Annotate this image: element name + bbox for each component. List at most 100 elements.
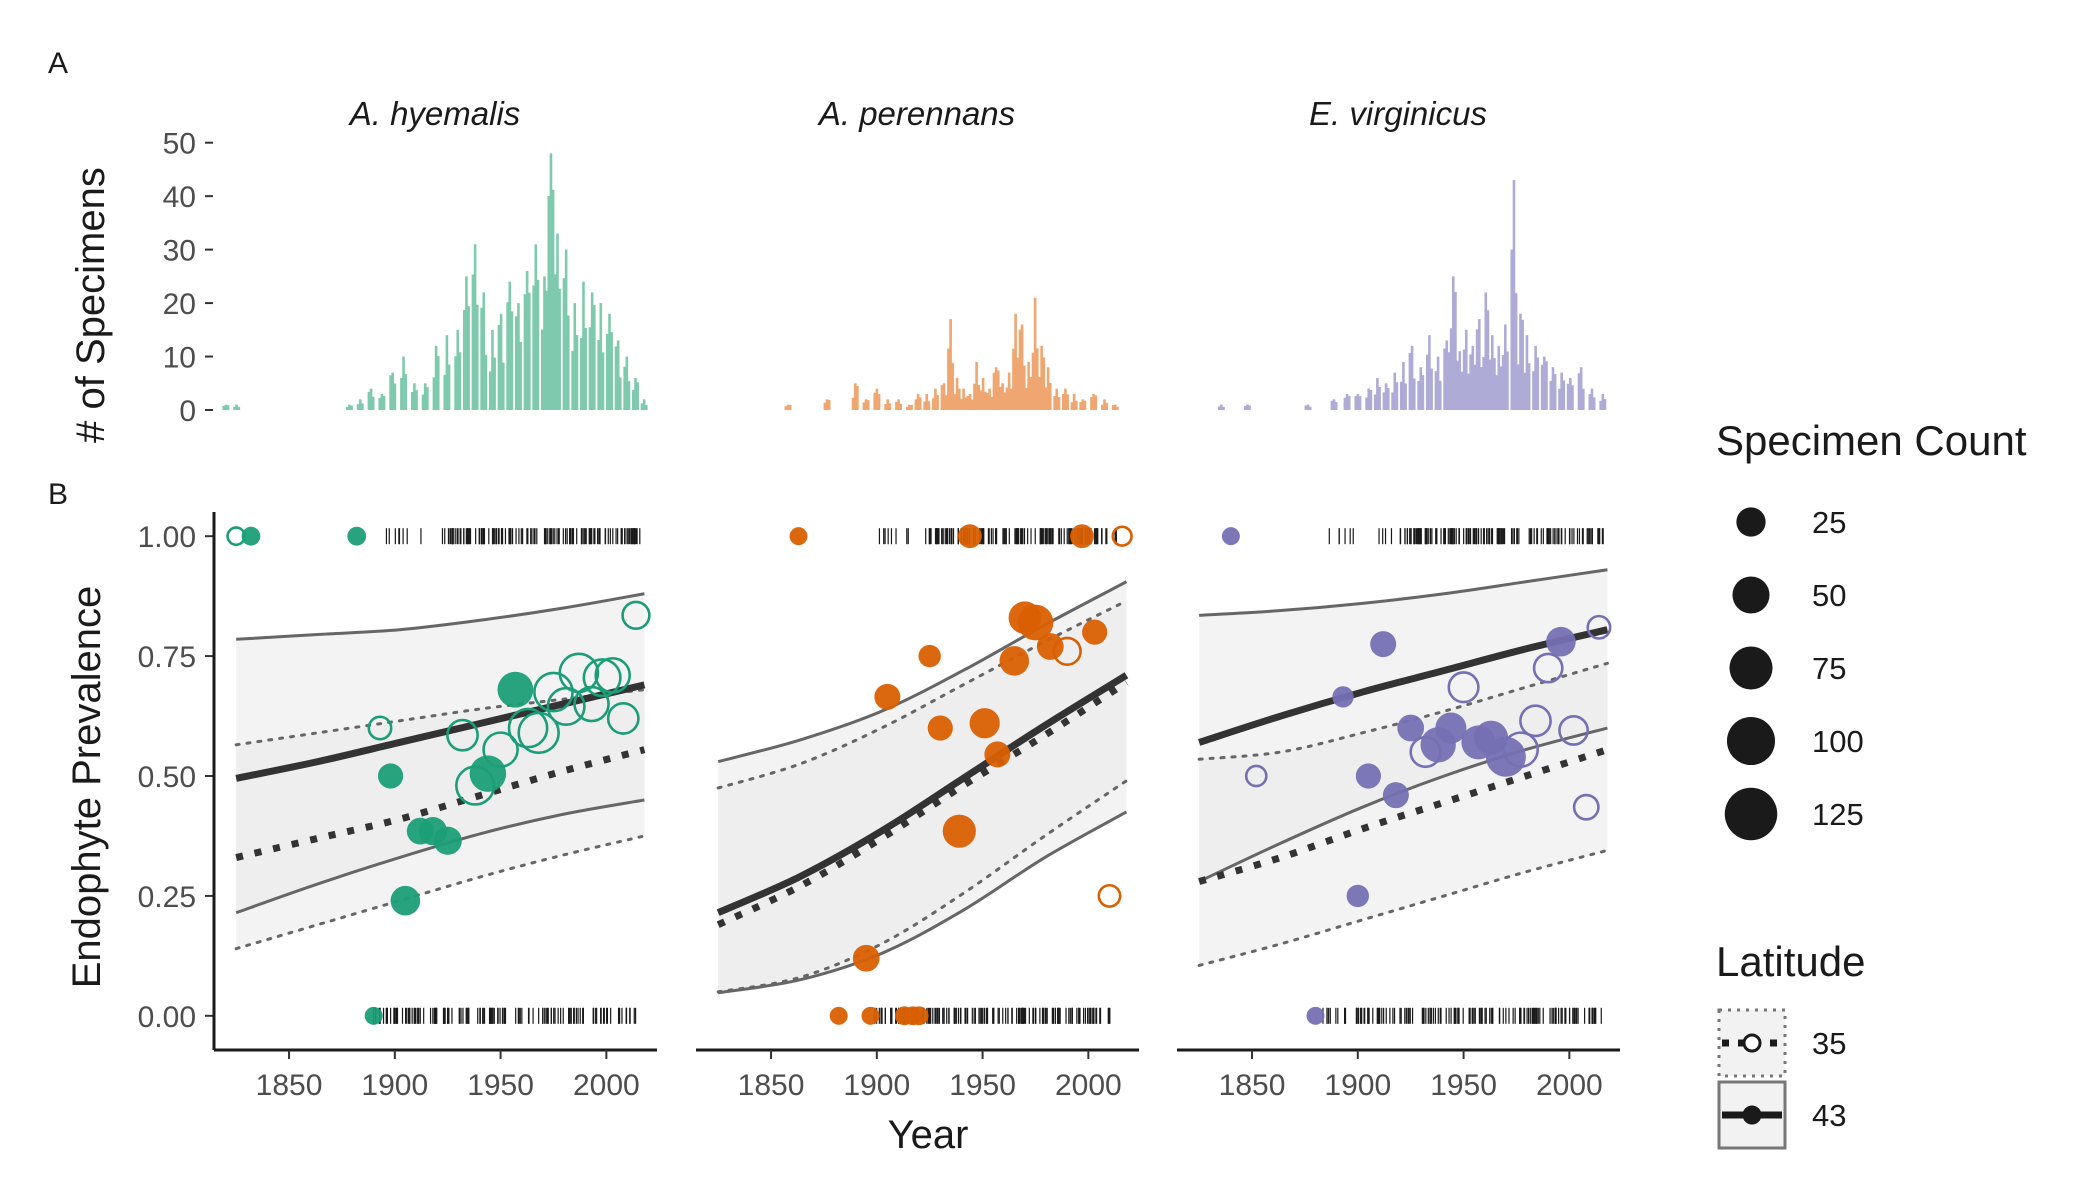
histogram-bar <box>1001 383 1004 410</box>
x-tick-label: 1950 <box>467 1069 534 1102</box>
histogram-bar <box>873 392 877 410</box>
histogram-bar <box>488 371 492 410</box>
histogram-bar <box>1070 402 1074 410</box>
histogram-bar <box>947 348 950 410</box>
prevalence-point <box>1221 527 1240 546</box>
histogram-bar <box>421 394 425 410</box>
histogram-bar <box>369 388 373 410</box>
histogram-bar <box>1046 367 1050 410</box>
histogram-bar <box>864 399 868 410</box>
histogram-bar <box>992 372 996 410</box>
histogram-bar <box>1475 329 1479 410</box>
histogram-bar <box>562 278 566 410</box>
histogram-bar <box>1523 372 1527 410</box>
prevalence-point <box>1397 714 1425 742</box>
histogram-bar <box>1114 404 1117 410</box>
panel-tag-b: B <box>48 478 68 511</box>
ci-line-lat-35 <box>234 834 646 951</box>
fit-line-lat-35 <box>235 746 646 861</box>
histogram-bar <box>402 356 405 410</box>
prev-y-tick-label: 0.25 <box>138 881 196 914</box>
histogram-bar <box>508 281 512 410</box>
histogram-bar <box>823 402 827 410</box>
prev-y-tick-label: 1.00 <box>138 521 196 554</box>
histogram-bar <box>1599 400 1602 410</box>
histogram-bar <box>1421 375 1425 410</box>
histogram-bar <box>1393 372 1397 410</box>
histogram-bar <box>955 377 959 410</box>
histogram-bar <box>1246 404 1249 410</box>
histogram-bar <box>1456 360 1459 410</box>
histogram-bar <box>1486 310 1490 410</box>
histogram-bar <box>1062 393 1065 410</box>
histogram-bar <box>1434 371 1438 410</box>
histogram-bar <box>1464 329 1468 410</box>
prevalence-point <box>1546 626 1576 657</box>
histogram-bar <box>1497 345 1501 410</box>
histogram-bar <box>1549 380 1553 410</box>
histogram-bar <box>632 389 635 410</box>
prevalence-point <box>1306 1006 1325 1025</box>
histogram-bar <box>1469 354 1472 410</box>
histogram-bar <box>462 310 466 410</box>
histogram-bar <box>1592 397 1596 410</box>
ci-line-lat-43 <box>236 592 645 641</box>
histogram-bar <box>888 403 892 410</box>
histogram-bar <box>547 195 551 410</box>
prevalence-point <box>861 1006 880 1025</box>
size-legend-label: 50 <box>1812 578 1846 613</box>
histogram-bar <box>1049 382 1052 410</box>
prevalence-point <box>507 707 549 749</box>
prevalence-point <box>1346 884 1370 908</box>
histogram-bar <box>447 364 451 410</box>
hist-facet-title: A. hyemalis <box>348 95 521 132</box>
prevalence-point <box>1332 686 1354 708</box>
histogram-bar <box>1020 324 1024 410</box>
size-legend-label: 75 <box>1812 651 1846 686</box>
histogram-bar <box>1057 397 1061 410</box>
panel-tag-a: A <box>48 47 68 80</box>
histogram-bar <box>1425 354 1429 410</box>
histogram-bar <box>1222 406 1225 410</box>
histogram-bar <box>1378 387 1381 410</box>
histogram-bar <box>986 392 989 410</box>
histogram-bar <box>543 276 546 410</box>
histogram-bar <box>1016 357 1020 410</box>
histogram-bar <box>1516 364 1520 410</box>
histogram-bar <box>1417 380 1420 410</box>
histogram-bar <box>356 404 360 410</box>
histogram-bar <box>1072 393 1076 410</box>
histogram-bar <box>573 303 577 410</box>
histogram-bar <box>456 329 460 410</box>
prevalence-point <box>984 741 1011 768</box>
prevalence-point <box>364 1006 383 1025</box>
histogram-bar <box>936 395 939 410</box>
histogram-bar <box>944 395 948 410</box>
histogram-bar <box>1003 392 1007 410</box>
histogram-bar <box>551 189 555 410</box>
x-tick-label: 1850 <box>256 1069 323 1102</box>
histogram-bar <box>1404 383 1407 410</box>
histogram-bar <box>827 400 831 410</box>
histogram-bar <box>404 373 408 410</box>
x-tick-label: 1850 <box>1219 1069 1286 1102</box>
histogram-bar <box>1035 348 1039 410</box>
histogram-bar <box>413 383 416 410</box>
histogram-bar <box>897 399 900 410</box>
size-legend-label: 125 <box>1812 797 1864 832</box>
histogram-bar <box>517 303 520 410</box>
hist-y-tick-label: 0 <box>179 395 196 428</box>
histogram-bar <box>499 313 503 410</box>
hist-y-tick-label: 40 <box>163 181 196 214</box>
prevalence-facet: 1850 1900 1950 2000 <box>1177 527 1620 1102</box>
histogram-bar <box>970 399 974 410</box>
histogram-bar <box>1532 371 1535 410</box>
histogram-bar <box>1038 377 1041 410</box>
histogram-bar <box>393 383 397 410</box>
histogram-bar <box>1105 402 1108 410</box>
histogram-bar <box>556 233 559 410</box>
histogram-bar <box>1519 313 1522 410</box>
histogram-bar <box>1408 352 1412 410</box>
histogram-bar <box>1101 404 1104 410</box>
histogram-bar <box>1064 388 1067 410</box>
